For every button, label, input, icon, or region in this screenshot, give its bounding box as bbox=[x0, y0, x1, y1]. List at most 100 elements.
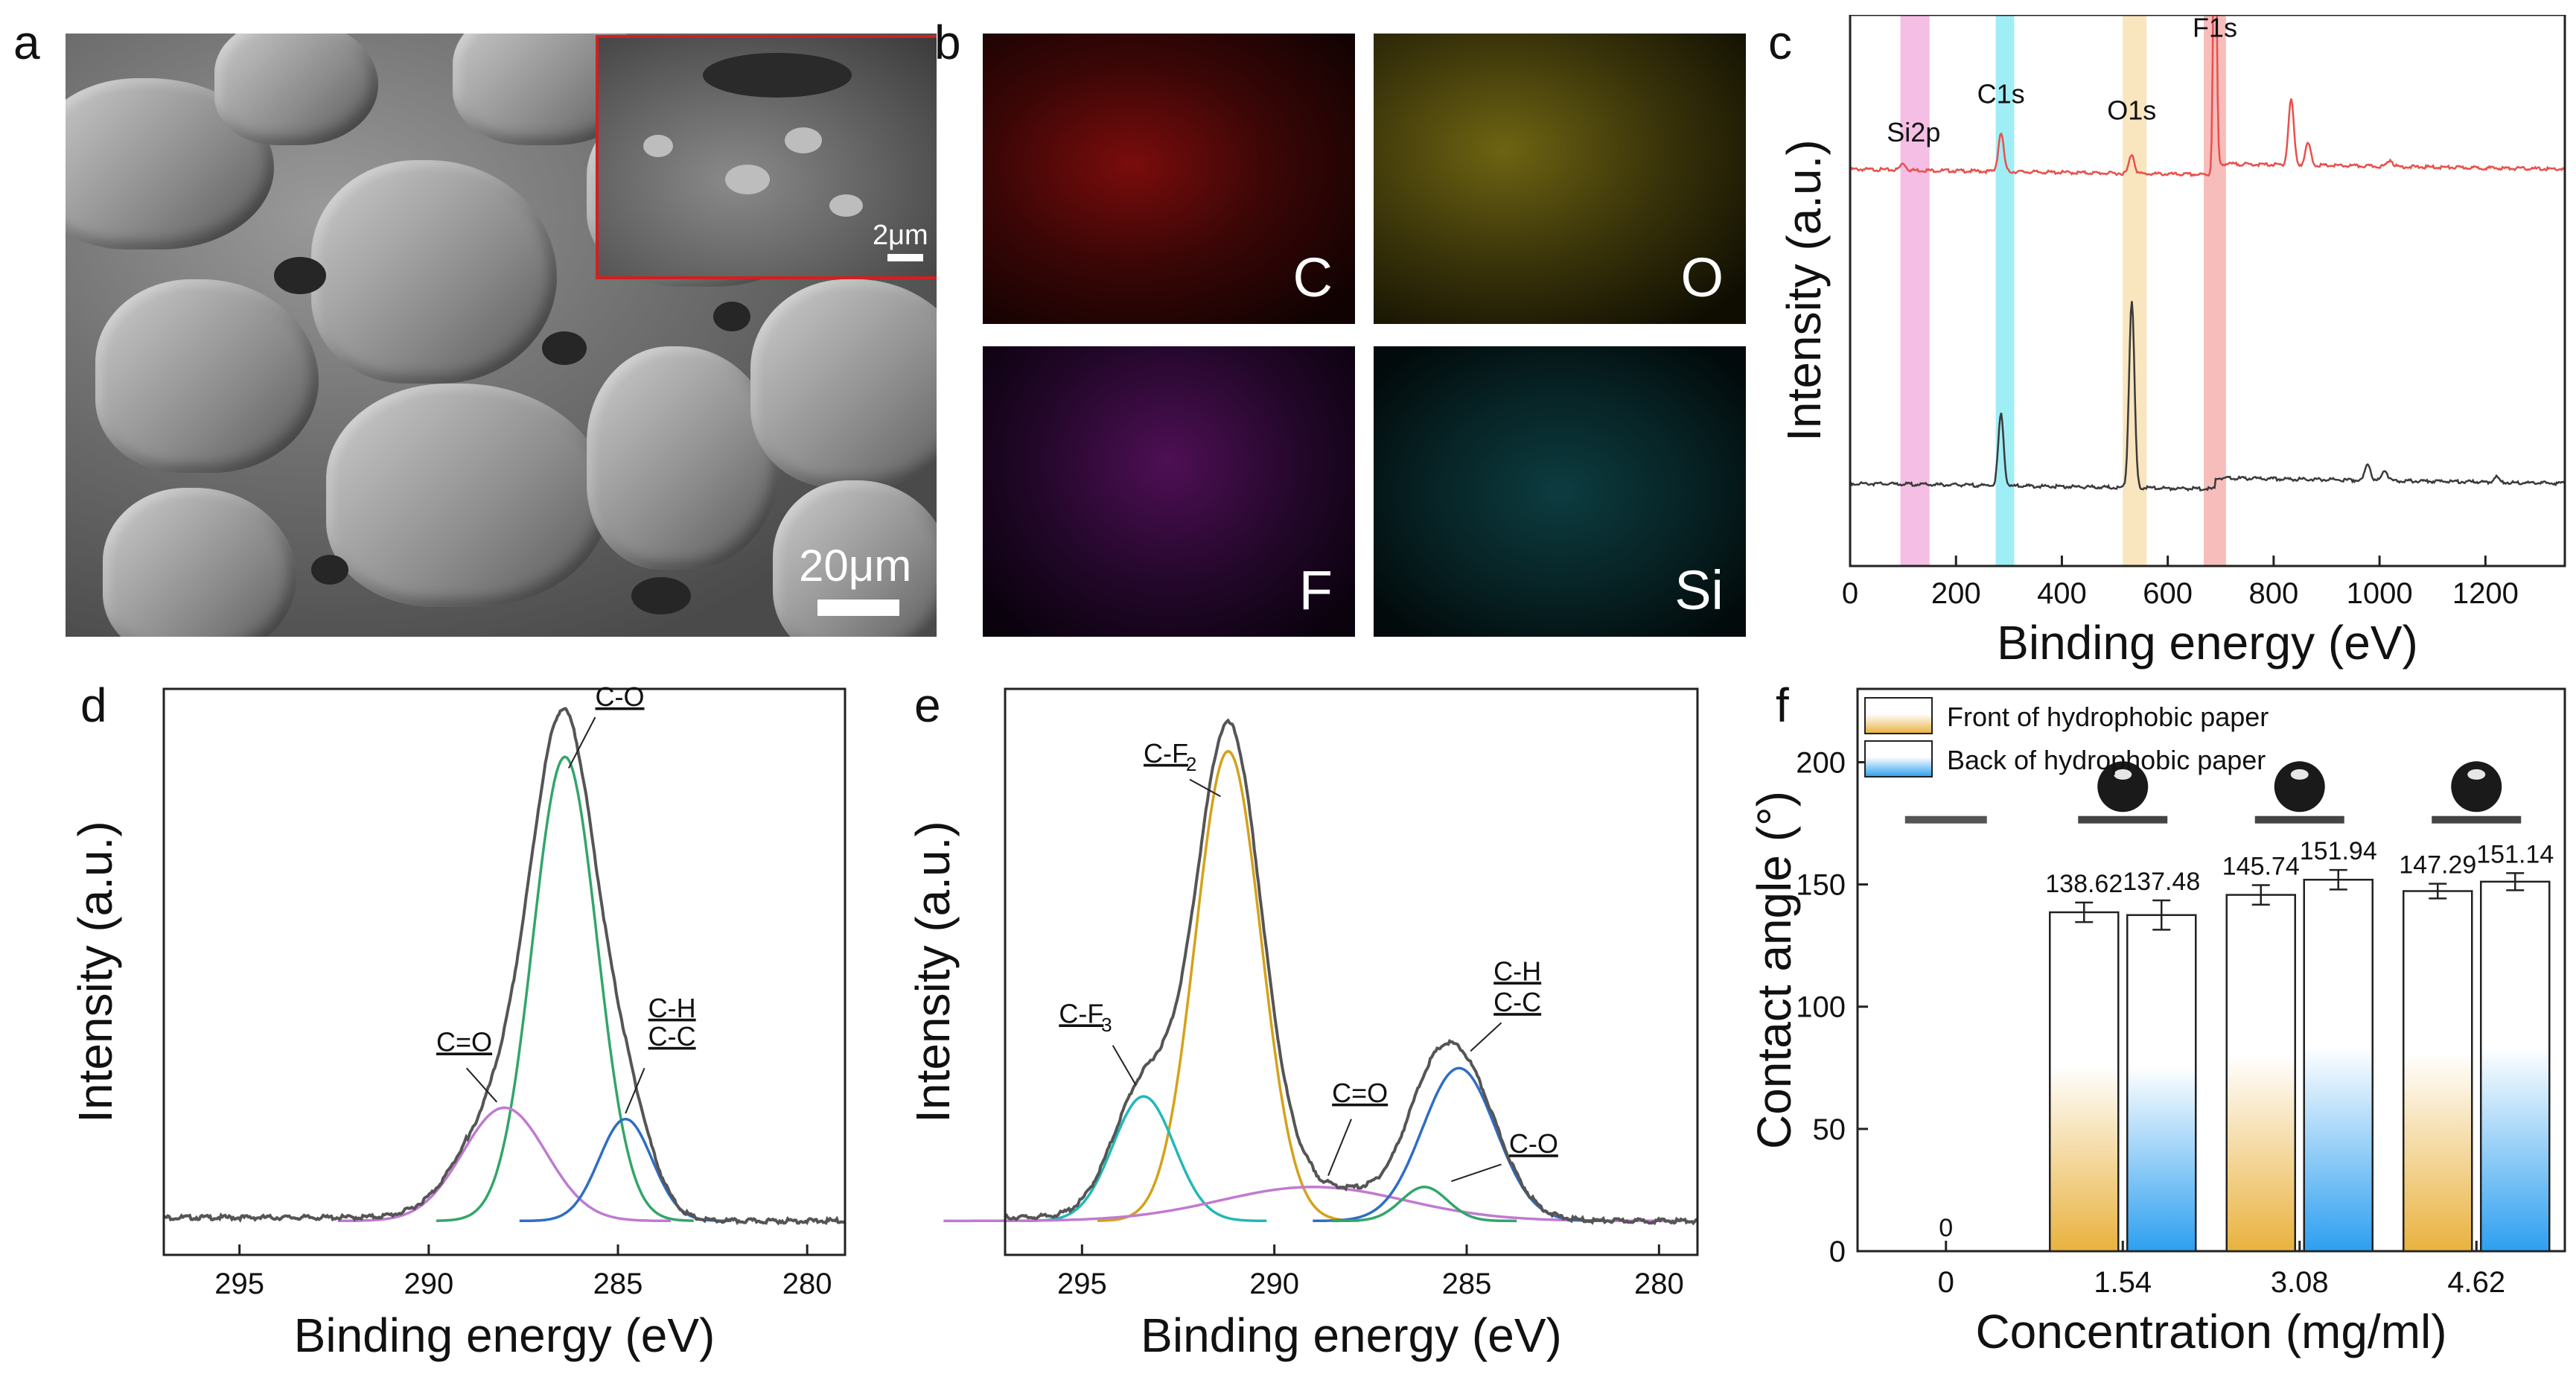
x-tick-label: 295 bbox=[214, 1268, 264, 1300]
droplet-highlight bbox=[2467, 769, 2486, 780]
eds-map-o: O bbox=[1374, 34, 1746, 324]
panel-label-a: a bbox=[13, 16, 40, 69]
droplet-highlight bbox=[2114, 769, 2132, 780]
x-tick-label: 1.54 bbox=[2094, 1266, 2152, 1299]
droplet-substrate bbox=[2432, 815, 2522, 824]
y-axis-label: Intensity (a.u.) bbox=[71, 821, 122, 1123]
y-axis-label: Contact angle (°) bbox=[1747, 791, 1801, 1149]
annotation-arrow bbox=[625, 1067, 645, 1114]
x-tick-label: 200 bbox=[1931, 577, 1981, 610]
water-droplet bbox=[2274, 761, 2325, 813]
peak-label-c-o: C-O bbox=[1509, 1128, 1558, 1159]
eds-label-si: Si bbox=[1674, 559, 1724, 621]
bar-value-label: 151.94 bbox=[2300, 837, 2377, 865]
panel-label-f: f bbox=[1776, 678, 1789, 732]
highlight-band bbox=[1900, 15, 1930, 566]
plot-frame bbox=[162, 687, 847, 1256]
x-axis-label: Binding energy (eV) bbox=[294, 1309, 715, 1362]
peak-label-c-o: C-O bbox=[596, 681, 645, 712]
peak-label-c-f3-sub: 3 bbox=[1101, 1014, 1112, 1036]
bar-front bbox=[2225, 894, 2296, 1253]
y-tick-label: 50 bbox=[1813, 1113, 1846, 1146]
peak-label-c-h: C-H bbox=[1493, 955, 1541, 986]
droplet-substrate bbox=[2078, 815, 2168, 824]
highlight-band bbox=[2123, 15, 2147, 566]
droplet-highlight bbox=[2290, 769, 2309, 780]
peak-label-c-f2: C-F bbox=[1144, 738, 1188, 769]
chart-c: Si2p C1s O1s F1s 0 200 400 600 800 1000 1200 Bindin… bbox=[1777, 15, 2566, 670]
component-peak bbox=[1332, 1186, 1517, 1223]
x-axis-label: Concentration (mg/ml) bbox=[1975, 1305, 2446, 1358]
peak-label-c-c: C-C bbox=[648, 1021, 696, 1052]
envelope-line bbox=[1004, 718, 1699, 1226]
annotation-arrow bbox=[1470, 1022, 1502, 1052]
x-axis-label: Binding energy (eV) bbox=[1997, 616, 2418, 670]
legend-swatch-front bbox=[1864, 697, 1933, 734]
legend-label-back: Back of hydrophobic paper bbox=[1947, 745, 2266, 775]
bar-back bbox=[2480, 880, 2551, 1253]
survey-line-black bbox=[1849, 301, 2566, 492]
peak-label-c-f2-sub: 2 bbox=[1186, 753, 1196, 775]
y-tick-label: 200 bbox=[1796, 746, 1846, 779]
droplet-flat bbox=[1904, 815, 1987, 824]
panel-label-b: b bbox=[934, 16, 961, 69]
peak-label-c-eq-o: C=O bbox=[436, 1026, 492, 1057]
eds-map-si: Si bbox=[1374, 346, 1746, 637]
x-tick-label: 295 bbox=[1057, 1268, 1107, 1300]
peak-label-c-h: C-H bbox=[648, 993, 696, 1023]
scale-label: 20μm bbox=[799, 541, 912, 591]
peak-label-c-c: C-C bbox=[1493, 987, 1541, 1017]
component-peak bbox=[1097, 749, 1359, 1222]
component-peak bbox=[436, 755, 694, 1222]
chart-e: 295 290 285 280 Binding energy (eV) Intensity… bbox=[906, 687, 1699, 1362]
x-tick-label: 3.08 bbox=[2271, 1266, 2329, 1299]
x-tick-label: 1000 bbox=[2347, 577, 2413, 610]
chart-d: 295 290 285 280 Binding energy (eV) Intensity… bbox=[71, 681, 847, 1362]
bar-value-label: 0 bbox=[1939, 1214, 1953, 1242]
eds-label-f: F bbox=[1298, 559, 1333, 621]
panel-label-e: e bbox=[914, 678, 941, 732]
annotation-arrow bbox=[1112, 1045, 1137, 1086]
legend-label-front: Front of hydrophobic paper bbox=[1947, 702, 2269, 732]
x-tick-label: 1200 bbox=[2452, 577, 2519, 610]
component-peak bbox=[519, 1117, 732, 1223]
water-droplet bbox=[2097, 761, 2149, 813]
sem-image: 2μm 20μm bbox=[66, 34, 937, 637]
annotation-arrow bbox=[1327, 1119, 1352, 1176]
annotation-arrow bbox=[1451, 1163, 1502, 1183]
bar-value-label: 147.29 bbox=[2399, 851, 2476, 880]
droplet-substrate bbox=[2254, 815, 2344, 824]
peak-label: C1s bbox=[1977, 78, 2025, 109]
bar-front bbox=[2403, 890, 2473, 1253]
x-tick-label: 0 bbox=[1938, 1266, 1954, 1299]
x-tick-label: 290 bbox=[1249, 1268, 1299, 1300]
bar-value-label: 138.62 bbox=[2045, 870, 2123, 898]
x-tick-label: 400 bbox=[2037, 577, 2087, 610]
y-axis-label: Intensity (a.u.) bbox=[906, 821, 960, 1123]
x-tick-label: 0 bbox=[1842, 577, 1858, 610]
plot-frame bbox=[1849, 15, 2566, 567]
inset-scale-label: 2μm bbox=[873, 220, 928, 251]
y-axis-label: Intensity (a.u.) bbox=[1777, 139, 1831, 442]
envelope-line bbox=[162, 707, 846, 1226]
chart-f: 0 50 100 150 200 0 0 1.54 138.62 137.48 3.08 145.74… bbox=[1747, 687, 2566, 1358]
panel-label-d: d bbox=[80, 678, 107, 732]
annotation-arrow bbox=[1189, 778, 1221, 798]
annotation-arrow bbox=[465, 1067, 498, 1103]
highlight-band bbox=[1995, 15, 2015, 566]
peak-label: O1s bbox=[2107, 95, 2156, 126]
peak-label-c-f3: C-F bbox=[1059, 998, 1103, 1028]
bar-value-label: 151.14 bbox=[2476, 840, 2554, 868]
x-tick-label: 280 bbox=[1634, 1268, 1684, 1300]
component-peak bbox=[1020, 1095, 1267, 1223]
eds-map-f: F bbox=[983, 346, 1355, 637]
y-tick-label: 150 bbox=[1796, 869, 1846, 902]
plot-frame bbox=[1004, 687, 1699, 1256]
y-tick-label: 100 bbox=[1796, 991, 1846, 1024]
bar-back bbox=[2126, 914, 2197, 1253]
panel-label-c: c bbox=[1768, 16, 1792, 69]
eds-label-o: O bbox=[1680, 247, 1724, 308]
component-peak bbox=[337, 1106, 672, 1223]
x-axis-label: Binding energy (eV) bbox=[1141, 1309, 1562, 1362]
component-peak bbox=[1313, 1066, 1605, 1223]
